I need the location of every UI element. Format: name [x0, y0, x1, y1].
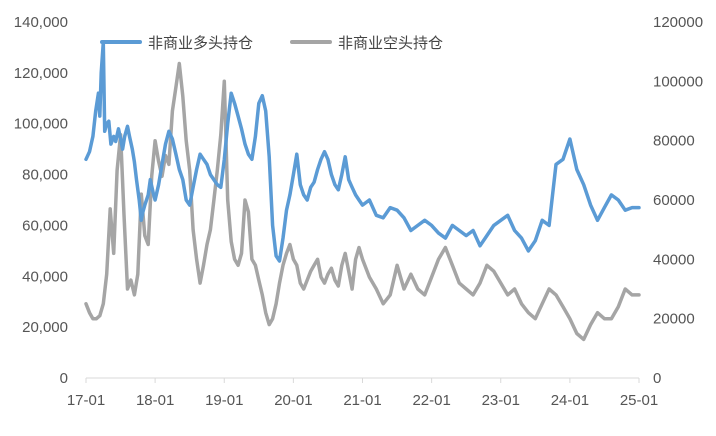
x-tick-label: 22-01	[412, 392, 450, 409]
y-axis-left: 0 20,000 40,000 60,000 80,000 100,000 120,000 1…	[14, 14, 68, 387]
y-right-tick-label: 120000	[653, 14, 703, 31]
y-right-tick-label: 100000	[653, 73, 703, 90]
y-axis-right: 0 20000 40000 60000 80000 100000 120000	[653, 14, 703, 387]
legend-label: 非商业空头持仓	[338, 35, 443, 52]
y-left-tick-label: 100,000	[14, 116, 68, 133]
y-left-tick-label: 40,000	[22, 268, 68, 285]
y-left-tick-label: 20,000	[22, 319, 68, 336]
y-right-tick-label: 40000	[653, 251, 695, 268]
y-right-tick-label: 80000	[653, 133, 695, 150]
series-line-left	[84, 40, 641, 263]
x-tick-label: 19-01	[205, 392, 243, 409]
x-tick-label: 25-01	[620, 392, 658, 409]
y-right-tick-label: 0	[653, 370, 661, 387]
series-layer	[84, 40, 641, 342]
y-left-tick-label: 140,000	[14, 14, 68, 31]
y-left-tick-label: 60,000	[22, 217, 68, 234]
y-left-tick-label: 120,000	[14, 65, 68, 82]
x-tick-label: 18-01	[136, 392, 174, 409]
y-right-tick-label: 20000	[653, 311, 695, 328]
legend: 非商业多头持仓 非商业空头持仓	[100, 35, 443, 52]
x-tick-label: 17-01	[67, 392, 105, 409]
y-left-tick-label: 0	[60, 370, 68, 387]
y-right-tick-label: 60000	[653, 192, 695, 209]
x-tick-label: 20-01	[274, 392, 312, 409]
legend-label: 非商业多头持仓	[148, 35, 253, 52]
y-left-tick-label: 80,000	[22, 167, 68, 184]
x-tick-label: 24-01	[551, 392, 589, 409]
x-tick-label: 21-01	[343, 392, 381, 409]
x-axis: 17-01 18-01 19-01 20-01 21-01 22-01 23-01 24-01…	[67, 378, 658, 409]
x-tick-label: 23-01	[482, 392, 520, 409]
series-line-right	[84, 61, 641, 342]
